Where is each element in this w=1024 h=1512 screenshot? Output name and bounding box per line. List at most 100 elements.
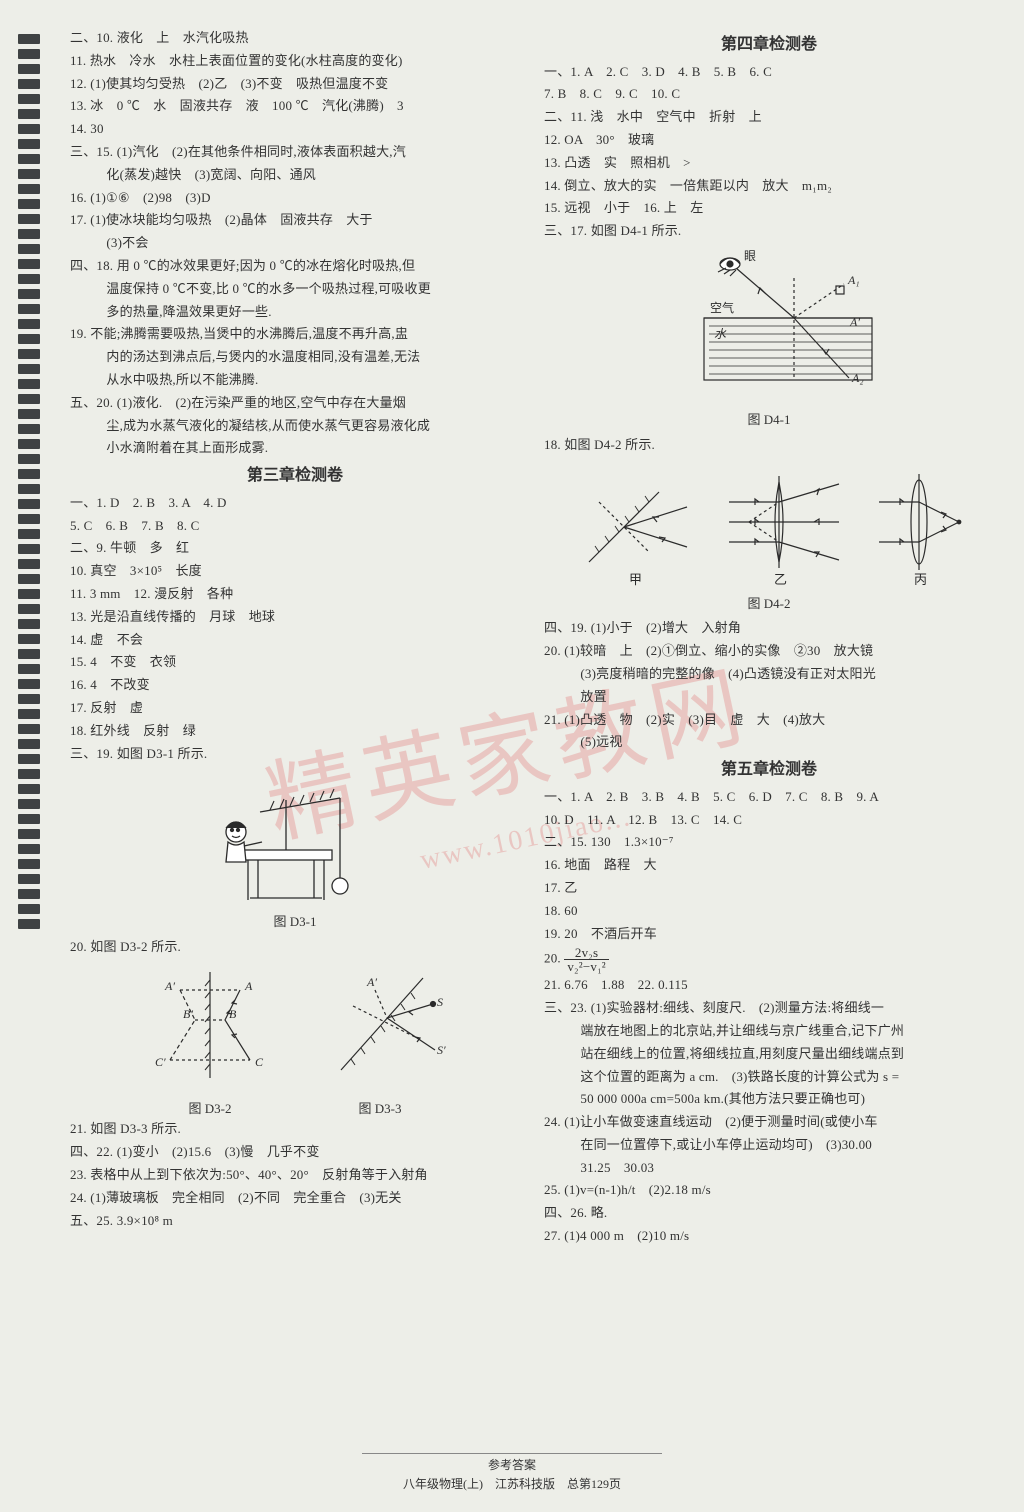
section5-title: 第五章检测卷 (544, 757, 994, 783)
figure-d4-1: 眼 空气 水 A₁ A′ A₂ 图 D4-1 (544, 248, 994, 431)
text-line: 20. (1)较暗 上 (2)①倒立、缩小的实像 ②30 放大镜 (544, 641, 994, 662)
footer-ref: 参考答案 (0, 1456, 1024, 1475)
text-line: 24. (1)薄玻璃板 完全相同 (2)不同 完全重合 (3)无关 (70, 1188, 520, 1209)
text-line: 化(蒸发)越快 (3)宽阔、向阳、通风 (70, 165, 520, 186)
text-line: 21. 6.76 1.88 22. 0.115 (544, 975, 994, 996)
text-line: 11. 3 mm 12. 漫反射 各种 (70, 584, 520, 605)
text-line: (3)亮度稍暗的完整的像 (4)凸透镜没有正对太阳光 (544, 664, 994, 685)
text-line: 从水中吸热,所以不能沸腾. (70, 370, 520, 391)
text-line: 内的汤达到沸点后,与煲内的水温度相同,没有温差,无法 (70, 347, 520, 368)
label-water: 水 (714, 327, 727, 341)
page-footer: 参考答案 八年级物理(上) 江苏科技版 总第129页 (0, 1453, 1024, 1494)
text-line: 18. 如图 D4-2 所示. (544, 435, 994, 456)
text-line: 24. (1)让小车做变速直线运动 (2)便于测量时间(或使小车 (544, 1112, 994, 1133)
text-line: 13. 凸透 实 照相机 > (544, 153, 994, 174)
section3-title: 第三章检测卷 (70, 463, 520, 489)
d3-2-caption: 图 D3-2 (135, 1099, 285, 1120)
footer-book: 八年级物理(上) 江苏科技版 总第129页 (0, 1475, 1024, 1494)
text-line: 23. 表格中从上到下依次为:50°、40°、20° 反射角等于入射角 (70, 1165, 520, 1186)
text-line: 温度保持 0 ℃不变,比 0 ℃的水多一个吸热过程,可吸收更 (70, 279, 520, 300)
text-line: 五、25. 3.9×10⁸ m (70, 1211, 520, 1232)
text-line: 放置 (544, 687, 994, 708)
d4-1-svg: 眼 空气 水 A₁ A′ A₂ (654, 248, 884, 408)
text-line: 18. 红外线 反射 绿 (70, 721, 520, 742)
d3-1-svg (210, 770, 380, 910)
text-line: 一、1. A 2. C 3. D 4. B 5. B 6. C (544, 62, 994, 83)
figure-d3-3: A′ S S′ 图 D3-3 (305, 960, 455, 1120)
svg-text:C′: C′ (155, 1055, 166, 1069)
label-air: 空气 (710, 300, 734, 315)
text-line: 17. 乙 (544, 878, 994, 899)
text-line: 21. 如图 D3-3 所示. (70, 1119, 520, 1140)
svg-text:S: S (437, 995, 443, 1009)
text-line: (5)远视 (544, 732, 994, 753)
text-line: 14. 虚 不会 (70, 630, 520, 651)
text-line: 三、23. (1)实验器材:细线、刻度尺. (2)测量方法:将细线一 (544, 998, 994, 1019)
svg-text:A: A (244, 979, 253, 993)
figure-row-d3-2-3: A′A B′B C′C 图 D3-2 (70, 960, 520, 1120)
text-line: 四、26. 略. (544, 1203, 994, 1224)
text-line: 7. B 8. C 9. C 10. C (544, 84, 994, 105)
svg-text:A₂: A₂ (851, 371, 864, 385)
text-line: 一、1. A 2. B 3. B 4. B 5. C 6. D 7. C 8. … (544, 787, 994, 808)
svg-text:A₁: A₁ (847, 273, 860, 287)
text-line: 站在细线上的位置,将细线拉直,用刻度尺量出细线端点到 (544, 1044, 994, 1065)
text-line: 20. 如图 D3-2 所示. (70, 937, 520, 958)
text-line: 17. (1)使冰块能均匀吸热 (2)晶体 固液共存 大于 (70, 210, 520, 231)
text-line: 四、18. 用 0 ℃的冰效果更好;因为 0 ℃的冰在熔化时吸热,但 (70, 256, 520, 277)
svg-text:A′: A′ (849, 315, 860, 329)
text-line: 14. 30 (70, 119, 520, 140)
text-line: 11. 热水 冷水 水柱上表面位置的变化(水柱高度的变化) (70, 51, 520, 72)
text-line: 16. (1)①⑥ (2)98 (3)D (70, 188, 520, 209)
d3-3-svg: A′ S S′ (305, 960, 455, 1090)
text-line: 二、10. 液化 上 水汽化吸热 (70, 28, 520, 49)
text-line: 10. 真空 3×10⁵ 长度 (70, 561, 520, 582)
text-line: 14. 倒立、放大的实 一倍焦距以内 放大 m₁m₂ (544, 176, 994, 197)
text-line: 27. (1)4 000 m (2)10 m/s (544, 1226, 994, 1247)
text-line: 多的热量,降温效果更好一些. (70, 302, 520, 323)
text-line: 31.25 30.03 (544, 1158, 994, 1179)
text-line: 5. C 6. B 7. B 8. C (70, 516, 520, 537)
text-line: (3)不会 (70, 233, 520, 254)
d4-2-caption: 图 D4-2 (544, 594, 994, 615)
text-line: 18. 60 (544, 901, 994, 922)
text-line: 13. 光是沿直线传播的 月球 地球 (70, 607, 520, 628)
formula-line: 20. 2v₂s v₂²−v₁² (544, 946, 994, 973)
text-line: 12. OA 30° 玻璃 (544, 130, 994, 151)
text-line: 50 000 000a cm=500a km.(其他方法只要正确也可) (544, 1089, 994, 1110)
text-line: 12. (1)使其均匀受热 (2)乙 (3)不变 吸热但温度不变 (70, 74, 520, 95)
svg-text:B′: B′ (183, 1007, 193, 1021)
svg-text:C: C (255, 1055, 264, 1069)
text-line: 13. 冰 0 ℃ 水 固液共存 液 100 ℃ 汽化(沸腾) 3 (70, 96, 520, 117)
svg-text:S′: S′ (437, 1043, 446, 1057)
svg-text:甲: 甲 (629, 572, 642, 587)
text-line: 三、17. 如图 D4-1 所示. (544, 221, 994, 242)
text-line: 15. 4 不变 衣领 (70, 652, 520, 673)
text-line: 二、11. 浅 水中 空气中 折射 上 (544, 107, 994, 128)
text-line: 端放在地图上的北京站,并让细线与京广线重合,记下广州 (544, 1021, 994, 1042)
text-line: 15. 远视 小于 16. 上 左 (544, 198, 994, 219)
svg-text:A′: A′ (366, 975, 377, 989)
footer-divider (362, 1453, 662, 1454)
figure-d3-1: 图 D3-1 (70, 770, 520, 933)
text-line: 二、15. 130 1.3×10⁻⁷ (544, 832, 994, 853)
figure-d3-2: A′A B′B C′C 图 D3-2 (135, 960, 285, 1120)
text-line: 尘,成为水蒸气液化的凝结核,从而使水蒸气更容易液化成 (70, 416, 520, 437)
d3-2-svg: A′A B′B C′C (135, 960, 285, 1090)
text-line: 16. 4 不改变 (70, 675, 520, 696)
label-eye: 眼 (744, 249, 756, 263)
text-line: 四、19. (1)小于 (2)增大 入射角 (544, 618, 994, 639)
text-line: 19. 不能;沸腾需要吸热,当煲中的水沸腾后,温度不再升高,盅 (70, 324, 520, 345)
text-line: 16. 地面 路程 大 (544, 855, 994, 876)
text-line: 这个位置的距离为 a cm. (3)铁路长度的计算公式为 s = (544, 1067, 994, 1088)
text-line: 21. (1)凸透 物 (2)实 (3)目 虚 大 (4)放大 (544, 710, 994, 731)
text-line: 小水滴附着在其上面形成雾. (70, 438, 520, 459)
text-line: 25. (1)v=(n-1)h/t (2)2.18 m/s (544, 1180, 994, 1201)
d4-2-svg: 甲 乙 丙 (569, 462, 969, 592)
d3-3-caption: 图 D3-3 (305, 1099, 455, 1120)
d3-1-caption: 图 D3-1 (70, 912, 520, 933)
fraction-20: 2v₂s v₂²−v₁² (564, 946, 609, 973)
text-line: 三、15. (1)汽化 (2)在其他条件相同时,液体表面积越大,汽 (70, 142, 520, 163)
svg-text:A′: A′ (164, 979, 175, 993)
text-line: 17. 反射 虚 (70, 698, 520, 719)
